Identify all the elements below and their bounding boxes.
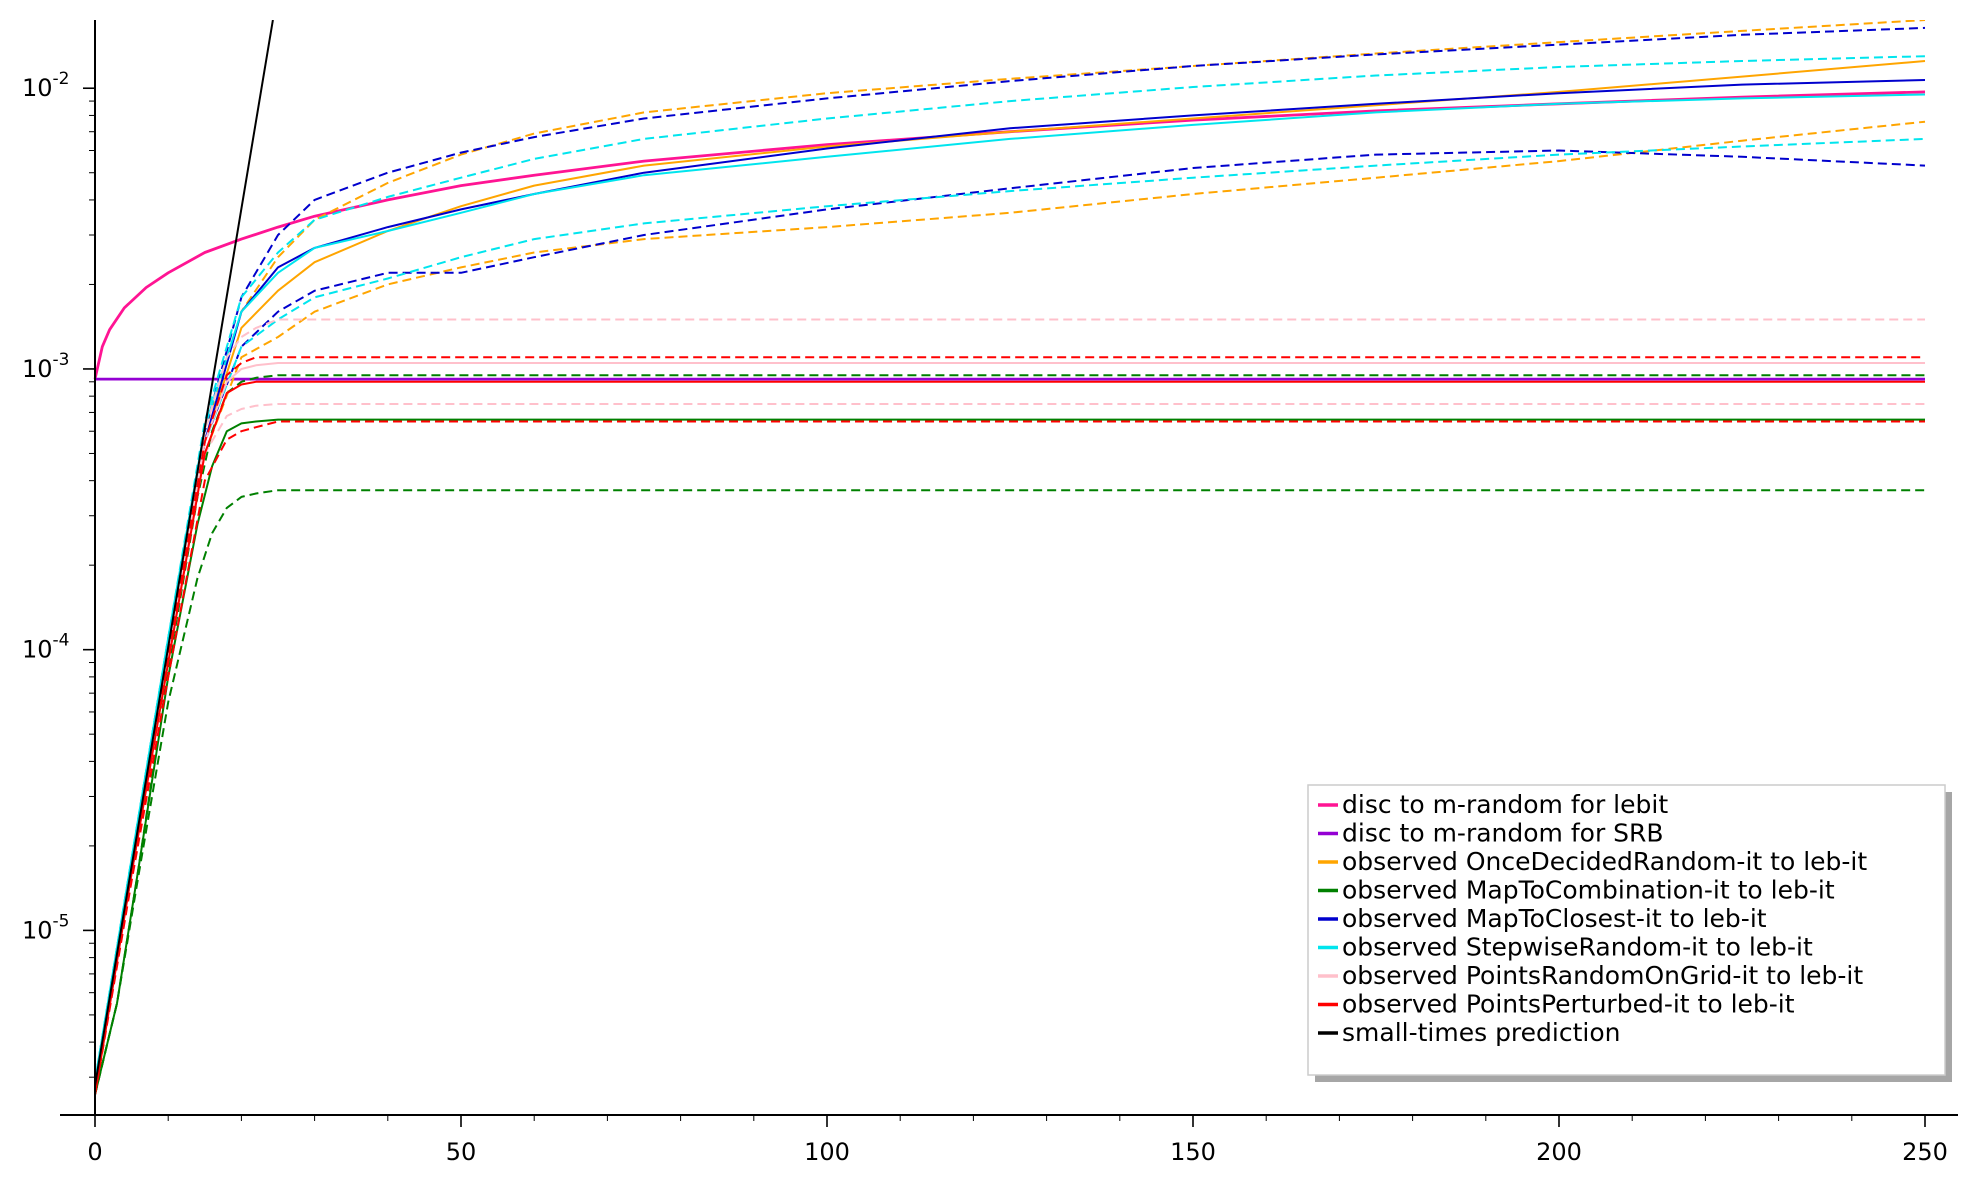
legend-label: observed PointsRandomOnGrid-it to leb-it	[1342, 961, 1863, 990]
series-line-band-19	[94, 420, 1925, 1095]
y-axis-ticks: 10-5 10-4 10-3 10-2	[22, 69, 95, 1078]
legend-label: disc to m-random for lebit	[1342, 790, 1668, 819]
legend-label: small-times prediction	[1342, 1018, 1621, 1047]
series-line-band-13	[94, 137, 1926, 1082]
y-tick-label: 10-3	[22, 350, 70, 383]
x-tick-label: 0	[87, 1138, 102, 1166]
legend-box	[1307, 784, 1946, 1076]
legend-label: observed OnceDecidedRandom-it to leb-it	[1342, 847, 1867, 876]
x-tick-label: 100	[804, 1138, 850, 1166]
y-tick-label: 10-4	[22, 631, 70, 664]
legend-label: observed StepwiseRandom-it to leb-it	[1342, 933, 1813, 962]
series-line-band-3	[94, 20, 1926, 1086]
y-tick-label: 10-2	[22, 69, 70, 102]
series-line-band-12	[94, 55, 1926, 1082]
x-tick-label: 50	[446, 1138, 477, 1166]
y-tick-label: 10-5	[22, 911, 70, 944]
x-tick-label: 250	[1902, 1138, 1948, 1166]
series-line-disc-to-m-random-for-lebit	[93, 90, 1926, 380]
series-layer	[93, 20, 1926, 1095]
legend-label: disc to m-random for SRB	[1342, 819, 1664, 848]
x-tick-label: 200	[1536, 1138, 1582, 1166]
series-line-band-16	[94, 403, 1925, 1091]
legend-label: observed PointsPerturbed-it to leb-it	[1342, 990, 1795, 1019]
legend-label: observed MapToClosest-it to leb-it	[1342, 904, 1767, 933]
series-line-small-times-prediction	[94, 20, 274, 1086]
x-tick-label: 150	[1170, 1138, 1216, 1166]
series-line-band-7	[94, 489, 1925, 1095]
x-axis-ticks: 0 50 100 150 200 250	[87, 1115, 1948, 1166]
legend-label: observed MapToCombination-it to leb-it	[1342, 876, 1835, 905]
series-line-band-9	[94, 26, 1926, 1086]
series-line-band-18	[94, 356, 1925, 1095]
